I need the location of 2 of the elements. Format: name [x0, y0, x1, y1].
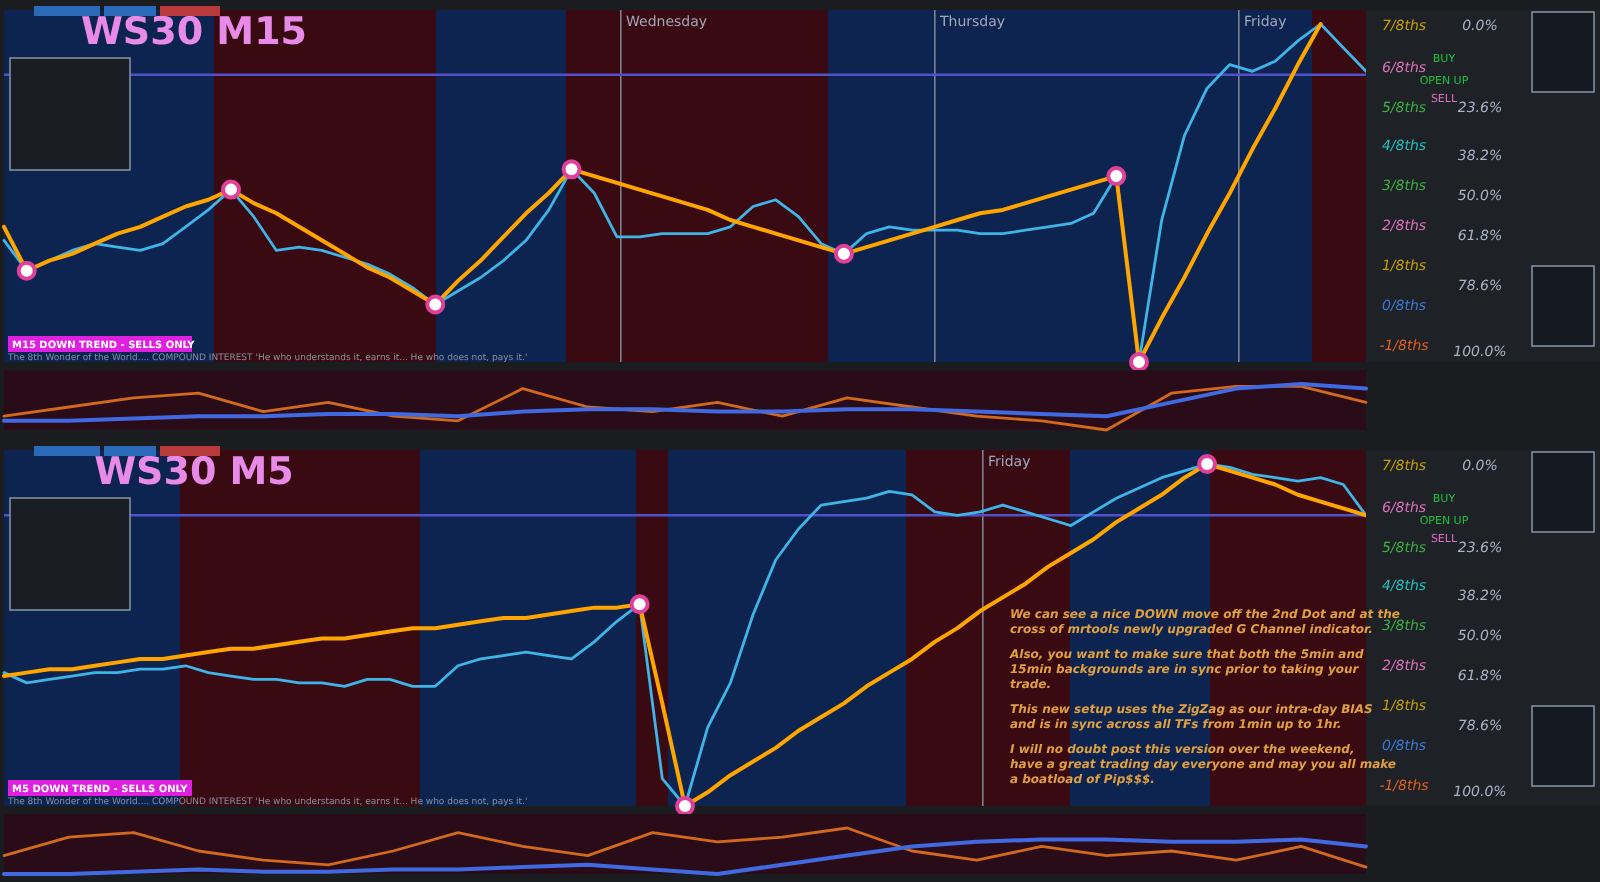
chart-title: WS30 M5	[94, 450, 294, 494]
chart-title: WS30 M15	[80, 10, 308, 54]
